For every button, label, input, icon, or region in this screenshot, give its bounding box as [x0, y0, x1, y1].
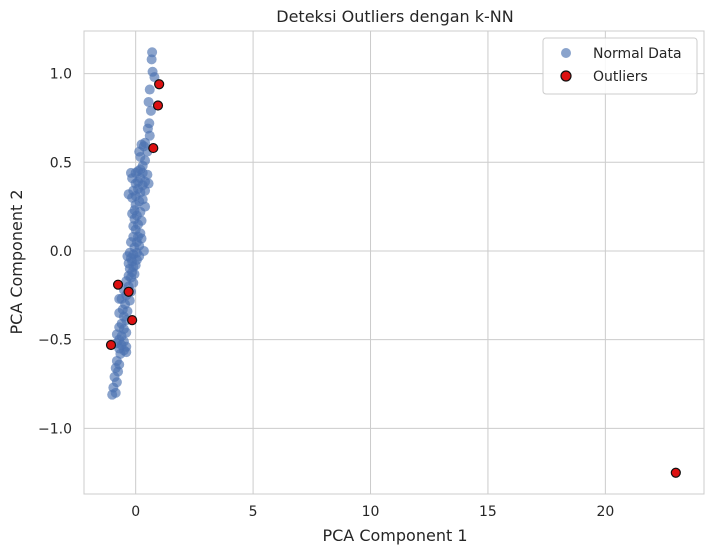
x-tick-label: 0: [131, 504, 140, 520]
y-axis-label: PCA Component 2: [7, 189, 26, 334]
x-tick-label: 20: [596, 504, 614, 520]
plot-area: [83, 30, 705, 495]
outlier-point: [112, 279, 124, 290]
outlier-point: [670, 467, 681, 478]
outlier-point: [154, 79, 165, 90]
normal-data-point: [107, 389, 118, 400]
y-tick-label: 1.0: [50, 67, 72, 83]
normal-data-point: [146, 54, 157, 65]
legend-box: [542, 37, 698, 95]
chart-title: Deteksi Outliers dengan k-NN: [276, 7, 513, 26]
y-tick-label: −1.0: [38, 421, 72, 437]
normal-data-point: [144, 130, 155, 141]
outlier-point: [152, 100, 164, 111]
x-tick-label: 15: [479, 504, 497, 520]
outlier-point: [148, 142, 159, 154]
legend-marker-normal-data: [561, 48, 571, 58]
y-tick-label: 0.0: [50, 244, 72, 260]
normal-data-point: [143, 96, 154, 107]
normal-data-point: [144, 84, 155, 95]
outlier-point: [123, 286, 134, 297]
y-tick-label: −0.5: [38, 333, 72, 349]
outlier-points: [105, 79, 681, 478]
x-tick-label: 10: [362, 504, 380, 520]
legend-label-outliers: Outliers: [593, 69, 648, 85]
legend-marker-outliers: [560, 70, 572, 82]
y-axis-ticks: −1.0 −0.5 0.0 0.5 1.0: [38, 67, 72, 438]
normal-data-point: [145, 105, 156, 116]
normal-data-points: [107, 47, 160, 400]
y-tick-label: 0.5: [50, 155, 72, 171]
legend-label-normal-data: Normal Data: [593, 46, 682, 62]
normal-data-point: [147, 47, 158, 58]
outlier-point: [105, 339, 117, 351]
outlier-point: [127, 315, 138, 326]
x-axis-ticks: 0 5 10 15 20: [131, 504, 614, 520]
legend: Normal Data Outliers: [542, 37, 698, 95]
x-tick-label: 5: [249, 504, 258, 520]
x-axis-label: PCA Component 1: [322, 526, 467, 545]
